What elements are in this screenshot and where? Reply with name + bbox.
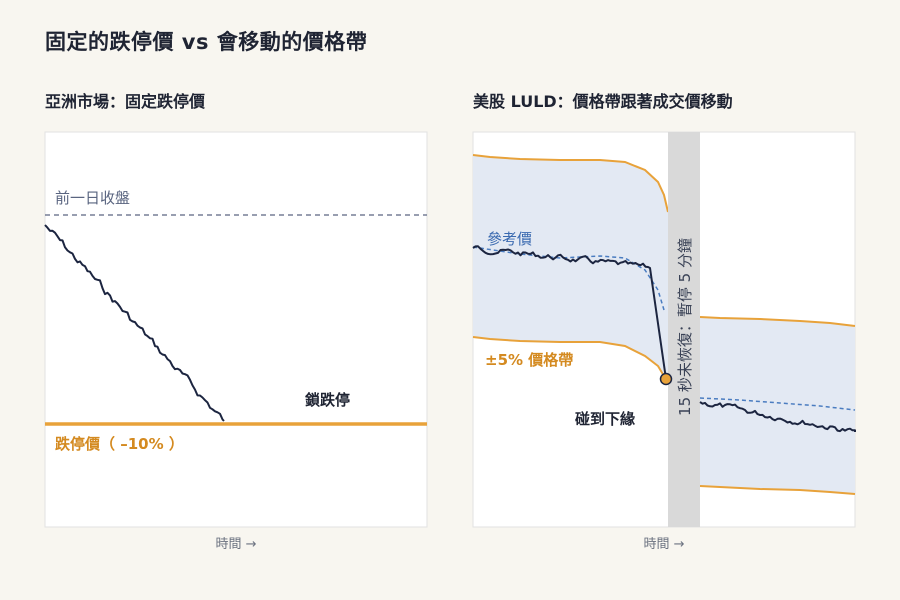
main-title: 固定的跌停價 vs 會移動的價格帶: [45, 30, 368, 54]
band-touch-marker: [659, 372, 673, 386]
reference-label: 參考價: [487, 230, 532, 248]
left-panel-title: 亞洲市場：固定跌停價: [45, 92, 206, 111]
prev-close-label: 前一日收盤: [55, 189, 130, 207]
limit-down-label: 鎖跌停: [305, 391, 350, 409]
left-x-axis-label: 時間 →: [215, 537, 256, 552]
right-price-line-after: [699, 401, 856, 433]
band-upper-line-before: [472, 154, 669, 213]
band-label: ±5% 價格帶: [485, 351, 573, 369]
band-lower-line-after: [699, 485, 856, 495]
band-upper-line-after: [699, 316, 856, 327]
reference-price-line-after: [699, 397, 856, 411]
touch-label: 碰到下緣: [575, 410, 636, 428]
reference-price-line-before: [472, 246, 665, 311]
price-band-fill-before: [473, 155, 668, 380]
left-price-line: [44, 224, 225, 422]
band-lower-line-before: [472, 336, 669, 381]
floor-label: 跌停價（ –10% ）: [55, 435, 184, 453]
price-band-fill-after: [700, 317, 855, 494]
pause-label: 15 秒未恢復：暫停 5 分鐘: [676, 238, 694, 416]
trading-pause-bar: [668, 132, 700, 527]
right-price-line-before: [472, 245, 667, 380]
right-panel-title: 美股 LULD：價格帶跟著成交價移動: [473, 92, 733, 111]
left-plot-frame: [44, 131, 428, 528]
right-x-axis-label: 時間 →: [643, 537, 684, 552]
